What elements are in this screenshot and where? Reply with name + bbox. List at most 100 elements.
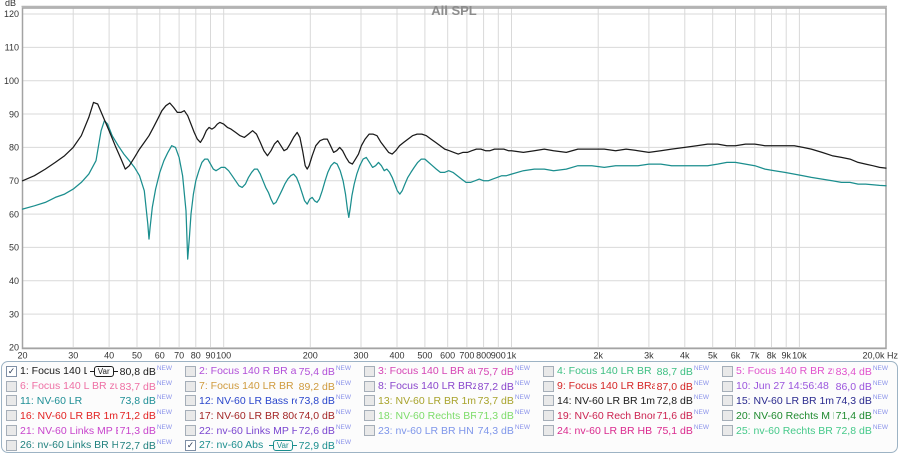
trace-checkbox[interactable] bbox=[543, 425, 554, 437]
trace-label[interactable]: 10: Jun 27 14:56:48 bbox=[736, 380, 829, 393]
trace-label[interactable]: 20: NV-60 Rechts M BR 80c bbox=[736, 409, 834, 422]
trace-value: 72,7 dBNEW bbox=[119, 438, 172, 452]
plot-area[interactable] bbox=[22, 8, 887, 349]
trace-checkbox[interactable] bbox=[6, 410, 17, 422]
trace-label[interactable]: 5: Focus 140 R BR zu bbox=[736, 365, 834, 378]
trace-value: 88,7 dBNEW bbox=[656, 364, 709, 378]
trace-label[interactable]: 22: nv-60 Links MP HB BR bbox=[199, 424, 297, 437]
trace-checkbox[interactable] bbox=[364, 410, 375, 422]
trace-label[interactable]: 24: nv-60 LR BR HB MP bbox=[557, 424, 655, 437]
trace-label[interactable]: 3: Focus 140 L BR auf bbox=[378, 365, 476, 378]
legend-item-7: 7: Focus 140 LR BR zuWa89,2 dBNEW bbox=[181, 379, 360, 394]
legend-item-25: 25: nv-60 Rechts BR HB MP72,8 dBNEW bbox=[718, 423, 897, 438]
trace-checkbox[interactable] bbox=[543, 380, 554, 392]
trace-checkbox[interactable] bbox=[543, 395, 554, 407]
trace-value: 74,3 dBNEW bbox=[477, 424, 530, 438]
new-badge: NEW bbox=[872, 394, 888, 402]
trace-label[interactable]: 2: Focus 140 R BR auf bbox=[199, 365, 297, 378]
trace-value: 72,8 dBNEW bbox=[656, 394, 709, 408]
var-line bbox=[113, 370, 118, 372]
var-button[interactable]: Var bbox=[272, 439, 293, 451]
y-tick-label: 70 bbox=[9, 176, 19, 186]
trace-checkbox[interactable] bbox=[185, 365, 196, 377]
legend-item-24: 24: nv-60 LR BR HB MP75,1 dBNEW bbox=[539, 423, 718, 438]
trace-label[interactable]: 11: NV-60 LR bbox=[20, 394, 83, 407]
trace-label[interactable]: 19: NV-60 Rech Bnorm 80c bbox=[557, 409, 655, 422]
trace-checkbox[interactable] bbox=[185, 425, 196, 437]
x-tick-label: 7k bbox=[750, 351, 760, 361]
trace-label[interactable]: 4: Focus 140 LR BR zu bbox=[557, 365, 655, 378]
trace-checkbox[interactable] bbox=[6, 425, 17, 437]
new-badge: NEW bbox=[872, 409, 888, 417]
trace-label[interactable]: 17: NV-60 LR BR 80cm bbox=[199, 409, 297, 422]
y-axis-unit: dB bbox=[5, 0, 17, 8]
new-badge: NEW bbox=[156, 409, 172, 417]
x-tick-label: 600 bbox=[440, 351, 455, 361]
trace-value: 74,3 dBNEW bbox=[835, 394, 888, 408]
trace-value: 73,8 dBNEW bbox=[298, 394, 351, 408]
trace-checkbox[interactable] bbox=[6, 380, 17, 392]
new-badge: NEW bbox=[693, 424, 709, 432]
trace-checkbox[interactable] bbox=[722, 425, 733, 437]
trace-checkbox[interactable] bbox=[6, 439, 17, 451]
trace-checkbox[interactable]: ✓ bbox=[185, 439, 196, 451]
trace-label[interactable]: 13: NV-60 LR BR 1m bbox=[378, 394, 476, 407]
trace-label[interactable]: 25: nv-60 Rechts BR HB MP bbox=[736, 424, 834, 437]
trace-checkbox[interactable] bbox=[364, 380, 375, 392]
trace-checkbox[interactable] bbox=[722, 410, 733, 422]
trace-checkbox[interactable] bbox=[364, 425, 375, 437]
x-tick-label: 1k bbox=[507, 351, 517, 361]
trace-checkbox[interactable] bbox=[185, 380, 196, 392]
x-tick-label: 500 bbox=[417, 351, 432, 361]
var-widget: Var bbox=[268, 439, 297, 451]
trace-checkbox[interactable] bbox=[722, 380, 733, 392]
trace-label[interactable]: 1: Focus 140 LR BR auf bbox=[20, 365, 87, 378]
trace-label[interactable]: 14: NV-60 LR BR 1m bbox=[557, 394, 655, 407]
trace-label[interactable]: 16: NV-60 LR BR 1m Hredu bbox=[20, 409, 118, 422]
legend-item-9: 9: Focus 140 LR BRa8087,0 dBNEW bbox=[539, 379, 718, 394]
trace-checkbox[interactable]: ✓ bbox=[6, 365, 17, 377]
trace-label[interactable]: 21: NV-60 Links MP BR 80c bbox=[20, 424, 118, 437]
var-button[interactable]: Var bbox=[93, 365, 114, 377]
trace-label[interactable]: 26: nv-60 Links BR HB MP bbox=[20, 439, 118, 452]
new-badge: NEW bbox=[335, 409, 351, 417]
trace-checkbox[interactable] bbox=[6, 395, 17, 407]
new-badge: NEW bbox=[514, 409, 530, 417]
trace-label[interactable]: 15: NV-60 LR BR 1m Hbril bbox=[736, 394, 834, 407]
trace-checkbox[interactable] bbox=[722, 395, 733, 407]
trace-checkbox[interactable] bbox=[364, 395, 375, 407]
y-tick-label: 80 bbox=[9, 143, 19, 153]
legend-item-15: 15: NV-60 LR BR 1m Hbril74,3 dBNEW bbox=[718, 394, 897, 409]
spl-graph[interactable]: 120 110 100 90 80 70 60 50 40 30 20 20 30 40 50 60 70 80 9… bbox=[0, 0, 900, 361]
legend-item-3: 3: Focus 140 L BR auf 75,7 dBNEW bbox=[360, 364, 539, 379]
x-tick-label: 9k bbox=[781, 351, 791, 361]
var-widget: Var bbox=[89, 365, 118, 377]
trace-checkbox[interactable] bbox=[543, 410, 554, 422]
trace-checkbox[interactable] bbox=[185, 410, 196, 422]
trace-label[interactable]: 9: Focus 140 LR BRa80 bbox=[557, 380, 655, 393]
legend-item-14: 14: NV-60 LR BR 1m 72,8 dBNEW bbox=[539, 394, 718, 409]
trace-checkbox[interactable] bbox=[364, 365, 375, 377]
trace-value: 71,4 dBNEW bbox=[835, 409, 888, 423]
trace-label[interactable]: 12: NV-60 LR Bass reduzier bbox=[199, 394, 297, 407]
trace-value: 72,8 dBNEW bbox=[835, 424, 888, 438]
new-badge: NEW bbox=[514, 379, 530, 387]
trace-label[interactable]: 18: NV-60 Rechts BR 80cm bbox=[378, 409, 476, 422]
legend-item-4: 4: Focus 140 LR BR zu88,7 dBNEW bbox=[539, 364, 718, 379]
new-badge: NEW bbox=[156, 394, 172, 402]
x-tick-label: 60 bbox=[155, 351, 165, 361]
y-tick-label: 30 bbox=[9, 309, 19, 319]
trace-label[interactable]: 6: Focus 140 L BR zu bbox=[20, 380, 118, 393]
trace-checkbox[interactable] bbox=[185, 395, 196, 407]
legend-item-11: 11: NV-60 LR 73,8 dBNEW bbox=[2, 394, 181, 409]
trace-label[interactable]: 7: Focus 140 LR BR zuWa bbox=[199, 380, 297, 393]
new-badge: NEW bbox=[872, 379, 888, 387]
trace-checkbox[interactable] bbox=[722, 365, 733, 377]
y-tick-label: 20 bbox=[9, 343, 19, 353]
trace-label[interactable]: 23: nv-60 LR BR HN MP bbox=[378, 424, 476, 437]
trace-checkbox[interactable] bbox=[543, 365, 554, 377]
trace-label[interactable]: 27: nv-60 Abs LR BR HB M bbox=[199, 439, 266, 452]
trace-value: 71,2 dBNEW bbox=[119, 409, 172, 423]
